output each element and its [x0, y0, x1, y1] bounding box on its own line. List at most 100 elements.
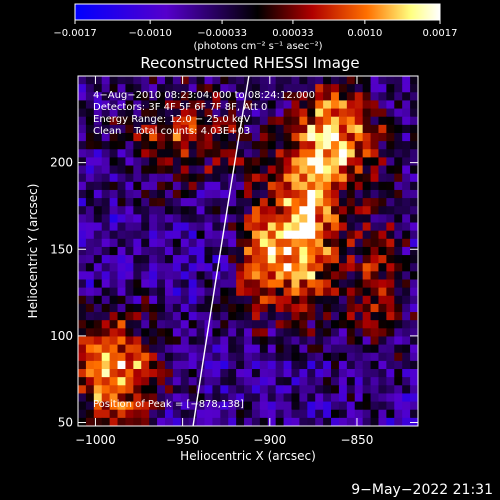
- heatmap-cell: [244, 312, 253, 321]
- heatmap-cell: [117, 76, 127, 85]
- heatmap-cell: [346, 271, 356, 281]
- heatmap-cell: [157, 263, 166, 272]
- heatmap-cell: [315, 165, 324, 175]
- heatmap-cell: [267, 206, 277, 215]
- heatmap-cell: [172, 124, 182, 134]
- heatmap-cell: [78, 108, 87, 118]
- heatmap-cell: [259, 409, 269, 419]
- heatmap-cell: [346, 246, 356, 256]
- heatmap-cell: [133, 312, 142, 321]
- heatmap-cell: [125, 385, 134, 395]
- heatmap-cell: [149, 360, 158, 370]
- heatmap-cell: [346, 352, 356, 362]
- heatmap-cell: [354, 352, 364, 362]
- heatmap-cell: [149, 238, 158, 248]
- heatmap-cell: [236, 76, 245, 85]
- heatmap-cell: [275, 173, 285, 183]
- heatmap-cell: [188, 393, 198, 403]
- heatmap-cell: [410, 116, 418, 126]
- heatmap-cell: [141, 108, 150, 118]
- heatmap-cell: [307, 222, 316, 232]
- heatmap-cell: [101, 206, 111, 215]
- heatmap-cell: [323, 198, 332, 207]
- heatmap-cell: [370, 287, 380, 297]
- heatmap-cell: [299, 255, 308, 264]
- heatmap-cell: [125, 312, 134, 321]
- heatmap-cell: [78, 377, 87, 386]
- heatmap-cell: [133, 295, 142, 305]
- heatmap-cell: [78, 417, 87, 426]
- heatmap-cell: [402, 181, 411, 191]
- heatmap-cell: [236, 271, 245, 281]
- heatmap-cell: [164, 157, 174, 167]
- heatmap-cell: [251, 246, 261, 256]
- heatmap-cell: [164, 417, 174, 426]
- heatmap-cell: [283, 263, 293, 272]
- heatmap-cell: [283, 312, 293, 321]
- heatmap-cell: [196, 141, 206, 150]
- heatmap-cell: [78, 320, 87, 329]
- heatmap-cell: [125, 287, 134, 297]
- heatmap-cell: [362, 401, 372, 411]
- heatmap-cell: [212, 352, 221, 362]
- heatmap-cell: [236, 295, 245, 305]
- heatmap-cell: [236, 312, 245, 321]
- heatmap-cell: [164, 344, 174, 354]
- heatmap-cell: [267, 84, 277, 93]
- heatmap-cell: [283, 328, 293, 338]
- heatmap-cell: [149, 116, 158, 126]
- heatmap-cell: [164, 132, 174, 142]
- heatmap-cell: [78, 157, 87, 167]
- heatmap-cell: [149, 377, 158, 386]
- heatmap-cell: [85, 84, 95, 93]
- heatmap-cell: [267, 295, 277, 305]
- heatmap-cell: [354, 344, 364, 354]
- heatmap-cell: [204, 132, 214, 142]
- heatmap-cell: [228, 157, 237, 167]
- heatmap-cell: [188, 230, 198, 240]
- heatmap-cell: [394, 246, 403, 256]
- heatmap-cell: [164, 303, 174, 313]
- heatmap-cell: [267, 76, 277, 85]
- heatmap-cell: [220, 328, 229, 338]
- heatmap-cell: [220, 352, 229, 362]
- heatmap-cell: [370, 100, 380, 110]
- heatmap-cell: [386, 263, 395, 272]
- heatmap-cell: [315, 181, 324, 191]
- heatmap-cell: [220, 214, 229, 224]
- heatmap-cell: [85, 214, 95, 224]
- heatmap-cell: [307, 369, 316, 378]
- heatmap-cell: [346, 108, 356, 118]
- heatmap-cell: [220, 149, 229, 158]
- heatmap-cell: [164, 149, 174, 158]
- heatmap-cell: [338, 230, 348, 240]
- heatmap-cell: [125, 92, 134, 102]
- heatmap-cell: [204, 238, 214, 248]
- heatmap-cell: [164, 214, 174, 224]
- heatmap-cell: [133, 157, 142, 167]
- heatmap-cell: [244, 157, 253, 167]
- heatmap-cell: [244, 409, 253, 419]
- heatmap-cell: [267, 401, 277, 411]
- heatmap-cell: [172, 100, 182, 110]
- heatmap-cell: [212, 92, 221, 102]
- heatmap-cell: [291, 181, 300, 191]
- heatmap-cell: [133, 279, 142, 289]
- heatmap-cell: [78, 409, 87, 419]
- heatmap-cell: [402, 352, 411, 362]
- heatmap-cell: [109, 100, 119, 110]
- heatmap-cell: [109, 369, 119, 378]
- heatmap-cell: [283, 393, 293, 403]
- heatmap-cell: [259, 181, 269, 191]
- heatmap-cell: [117, 157, 127, 167]
- heatmap-cell: [299, 279, 308, 289]
- heatmap-cell: [117, 377, 127, 386]
- heatmap-cell: [299, 360, 308, 370]
- heatmap-cell: [402, 328, 411, 338]
- heatmap-cell: [251, 173, 261, 183]
- heatmap-cell: [386, 295, 395, 305]
- heatmap-cell: [78, 222, 87, 232]
- heatmap-cell: [402, 417, 411, 426]
- heatmap-cell: [346, 393, 356, 403]
- heatmap-cell: [212, 100, 221, 110]
